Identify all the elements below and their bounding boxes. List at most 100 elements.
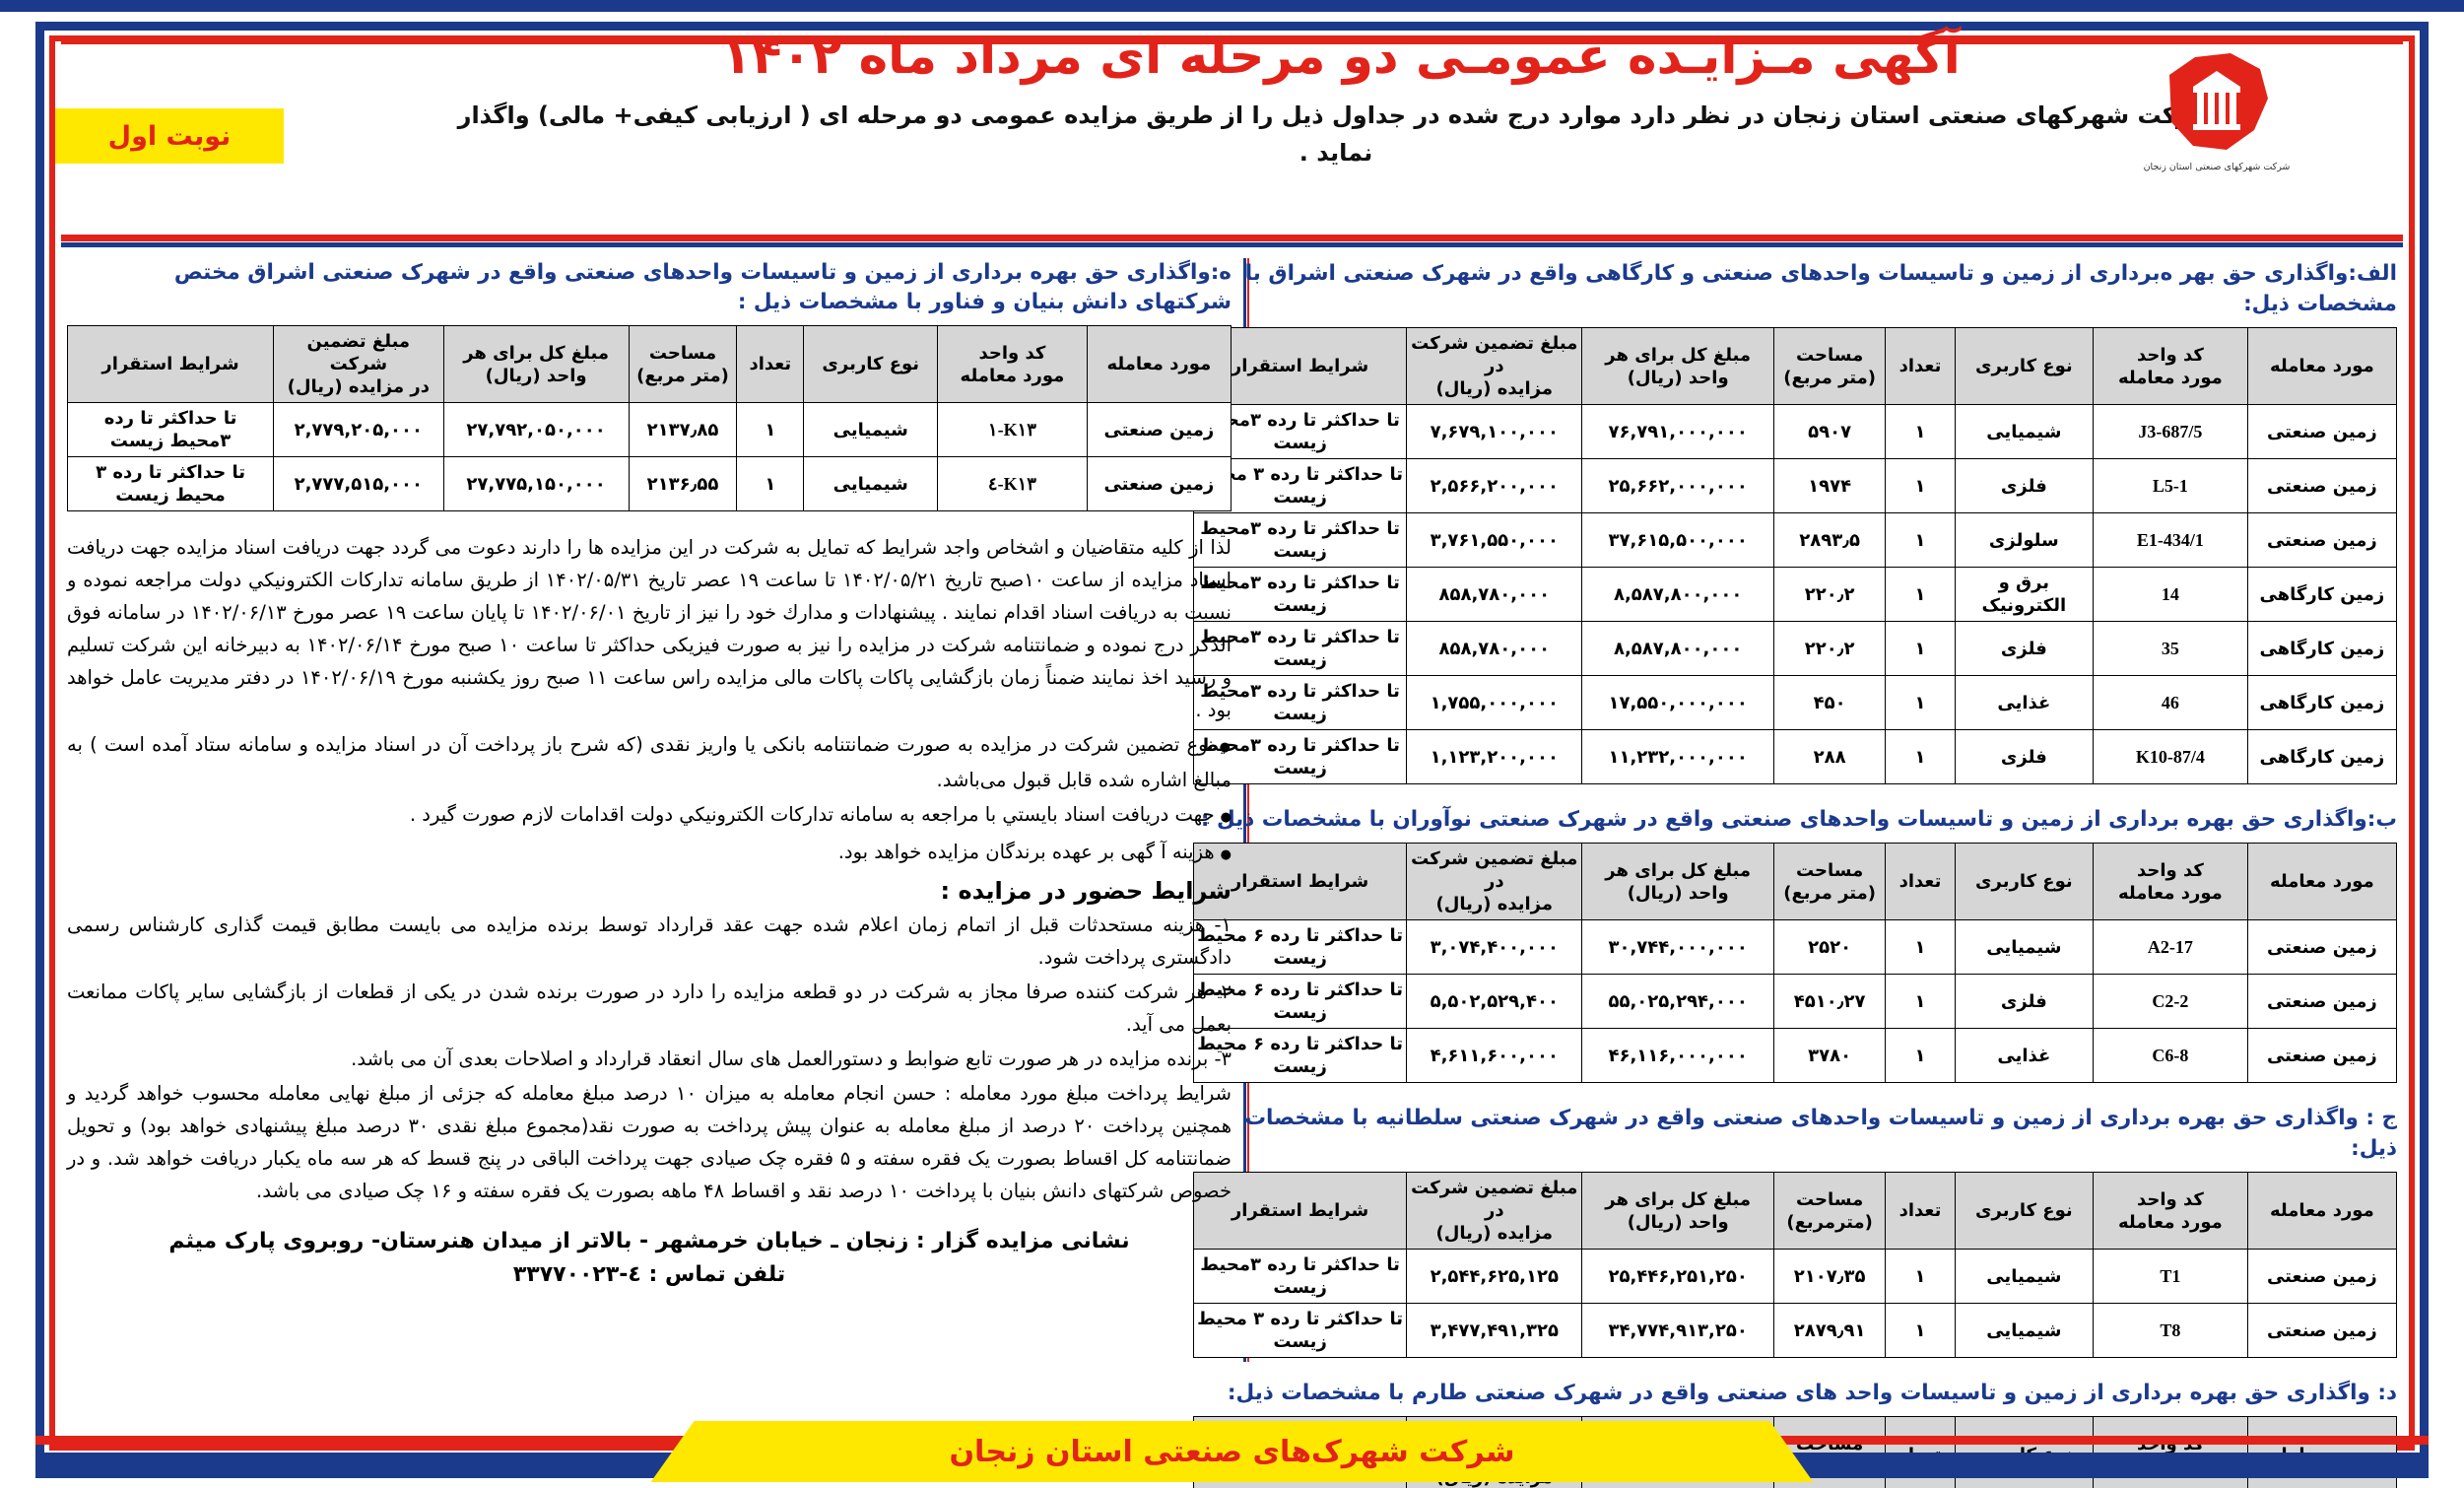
col-mablagh-kol-line2: واحد (ریال) — [1627, 1211, 1729, 1233]
table-row: زمین صنعتی C6-8 غذایی ۱ ۳۷۸۰ ۴۶,۱۱۶,۰۰۰,۰۰۰ ۴,… — [1192, 1028, 2398, 1083]
round-badge-label: نوبت اول — [107, 120, 232, 152]
cell-noe-karbari: شیمیایی — [803, 456, 939, 511]
cell-mablagh-kol: ۸,۵۸۷,۸۰۰,۰۰۰ — [1581, 621, 1774, 676]
col-masahat-line2: (مترمربع) — [1786, 1211, 1873, 1233]
cell-noe-karbari: برق و الکترونیک — [1954, 567, 2095, 622]
section-he-heading-line2: شرکتهای دانش بنیان و فناور با مشخصات ذیل… — [737, 290, 1232, 314]
section-dal-heading: د: واگذاری حق بهره برداری از زمین و تاسی… — [1227, 1381, 2397, 1405]
table-row: زمین صنعتی L5-1 فلزی ۱ ۱۹۷۴ ۲۵,۶۶۲,۰۰۰,۰۰۰ ۲,۵… — [1192, 458, 2398, 513]
cell-mablagh-tazmin: ۵,۵۰۲,۵۲۹,۴۰۰ — [1406, 974, 1583, 1029]
cell-noe-karbari: فلزی — [1954, 621, 2095, 676]
table-row: زمین صنعتی ٤-K۱۳ شیمیایی ۱ ۲۱۳۶٫۵۵ ۲۷,۷۷۵,۱۵۰… — [66, 456, 1232, 511]
header-bottom-rule-red — [61, 235, 2403, 241]
col-masahat: مساحت (مترمربع) — [1772, 1172, 1887, 1250]
cell-noe-karbari: فلزی — [1954, 974, 2095, 1029]
cell-mored-moamele: زمین کارگاهی — [2246, 567, 2398, 622]
cell-sharayet-esteqrar: تا حداکثر تا رده ۶ محیط زیست — [1192, 974, 1408, 1029]
col-tazmin-line1: مبلغ تضمین شرکت — [306, 331, 411, 374]
col-tazmin: مبلغ تضمین شرکت در مزایده (ریال) — [1406, 1172, 1583, 1250]
cell-tedad: ۱ — [1885, 1303, 1956, 1358]
cell-code-vahed: T1 — [2093, 1249, 2248, 1304]
cell-mablagh-tazmin: ۳,۷۶۱,۵۵۰,۰۰۰ — [1406, 512, 1583, 568]
table-row: زمین صنعتی T8 شیمیایی ۱ ۲۸۷۹٫۹۱ ۳۴,۷۷۴,۹۱۳,۲۵… — [1192, 1303, 2398, 1358]
cell-masahat: ۲۸۷۹٫۹۱ — [1772, 1303, 1887, 1358]
page-title: آگهی مـزایـده عمومـی دو مرحله ای مرداد م… — [721, 28, 1961, 85]
cell-mablagh-tazmin: ۳,۴۷۷,۴۹۱,۳۲۵ — [1406, 1303, 1583, 1358]
notice-bullet-document-portal: جهت دریافت اسناد بایستي با مراجعه به سام… — [67, 798, 1232, 834]
cell-mablagh-tazmin: ۳,۰۷۴,۴۰۰,۰۰۰ — [1406, 919, 1583, 975]
cell-tedad: ۱ — [1885, 458, 1956, 513]
col-masahat-line1: مساحت — [1796, 344, 1864, 366]
cell-mored-moamele: زمین صنعتی — [2246, 512, 2398, 568]
col-code-vahed-line2: مورد معامله — [2118, 882, 2223, 904]
cell-tedad: ۱ — [1885, 974, 1956, 1029]
col-tazmin-line1: مبلغ تضمین شرکت در — [1411, 333, 1578, 376]
cell-mored-moamele: زمین صنعتی — [2246, 404, 2398, 459]
table-header-row: مورد معامله کد واحد مورد معامله نوع کارب… — [1192, 843, 2398, 920]
auctioneer-address-line: نشانی مزایده گزار : زنجان ـ خیابان خرمشه… — [168, 1229, 1130, 1253]
notice-bullet-document-portal-text: جهت دریافت اسناد بایستي با مراجعه به سام… — [409, 803, 1215, 826]
cell-mablagh-kol: ۱۷,۵۵۰,۰۰۰,۰۰۰ — [1581, 675, 1774, 730]
cell-mored-moamele: زمین کارگاهی — [2246, 621, 2398, 676]
col-code-vahed: کد واحد مورد معامله — [2093, 1172, 2248, 1250]
company-logo-caption: شرکت شهرکهای صنعتی استان زنجان — [2143, 162, 2291, 172]
col-mablagh-kol-line1: مبلغ کل برای هر — [1605, 1188, 1752, 1210]
col-masahat-line2: (متر مربع) — [636, 365, 729, 386]
cell-noe-karbari: فلزی — [1954, 458, 2095, 513]
cell-mablagh-kol: ۲۵,۶۶۲,۰۰۰,۰۰۰ — [1581, 458, 1774, 513]
section-be-heading: ب:واگذاری حق بهره برداری از زمین و تاسیس… — [1200, 807, 2397, 832]
cell-mablagh-tazmin: ۲,۵۶۶,۲۰۰,۰۰۰ — [1406, 458, 1583, 513]
col-code-vahed-line1: کد واحد — [2136, 344, 2204, 366]
table-row: زمین صنعتی T1 شیمیایی ۱ ۲۱۰۷٫۳۵ ۲۵,۴۴۶,۲۵۱,۲۵… — [1192, 1249, 2398, 1304]
col-tazmin-line1: مبلغ تضمین شرکت در — [1411, 1178, 1578, 1221]
cell-sharayet-esteqrar: تا حداکثر تا رده ۳محیط زیست — [1192, 1249, 1408, 1304]
page-footer: شرکت شهرک‌های صنعتی استان زنجان — [35, 1382, 2429, 1488]
cell-mored-moamele: زمین صنعتی — [1086, 456, 1232, 511]
col-noe-karbari: نوع کاربری — [1954, 1172, 2095, 1250]
cell-masahat: ۲۲۰٫۲ — [1772, 621, 1887, 676]
cell-masahat: ۴۵۱۰٫۲۷ — [1772, 974, 1887, 1029]
col-mablagh-kol-line2: واحد (ریال) — [485, 365, 587, 386]
col-tedad: تعداد — [1885, 327, 1956, 405]
cell-code-vahed: E1-434/1 — [2093, 512, 2248, 568]
cell-mablagh-tazmin: ۲,۷۷۹,۲۰۵,۰۰۰ — [273, 402, 444, 457]
cell-mablagh-kol: ۷۶,۷۹۱,۰۰۰,۰۰۰ — [1581, 404, 1774, 459]
participation-conditions-heading: شرایط حضور در مزایده : — [940, 877, 1232, 905]
table-row: زمین صنعتی J3-687/5 شیمیایی ۱ ۵۹۰۷ ۷۶,۷۹۱,۰۰۰… — [1192, 404, 2398, 459]
col-masahat-line1: مساحت — [1796, 1188, 1864, 1210]
cell-code-vahed: ٤-K۱۳ — [937, 456, 1088, 511]
cell-mablagh-kol: ۴۶,۱۱۶,۰۰۰,۰۰۰ — [1581, 1028, 1774, 1083]
column-divider-red — [1247, 258, 1249, 1362]
zanjan-province-map-icon — [2169, 53, 2268, 150]
cell-tedad: ۱ — [1885, 567, 1956, 622]
footer-banner-label: شرکت شهرک‌های صنعتی استان زنجان — [949, 1434, 1515, 1469]
col-mablagh-kol-line2: واحد (ریال) — [1627, 367, 1729, 388]
cell-code-vahed: 35 — [2093, 621, 2248, 676]
cell-code-vahed: L5-1 — [2093, 458, 2248, 513]
cell-noe-karbari: شیمیایی — [1954, 404, 2095, 459]
cell-noe-karbari: غذایی — [1954, 1028, 2095, 1083]
col-masahat: مساحت (متر مربع) — [1772, 843, 1887, 920]
cell-mablagh-tazmin: ۷,۶۷۹,۱۰۰,۰۰۰ — [1406, 404, 1583, 459]
cell-masahat: ۵۹۰۷ — [1772, 404, 1887, 459]
col-tazmin: مبلغ تضمین شرکت در مزایده (ریال) — [1406, 327, 1583, 405]
cell-mablagh-kol: ۳۴,۷۷۴,۹۱۳,۲۵۰ — [1581, 1303, 1774, 1358]
auctioneer-address: نشانی مزایده گزار : زنجان ـ خیابان خرمشه… — [67, 1225, 1232, 1292]
col-tazmin: مبلغ تضمین شرکت در مزایده (ریال) — [1406, 843, 1583, 920]
header-top-rule — [61, 37, 2403, 44]
col-mored-moamele: مورد معامله — [2246, 843, 2398, 920]
col-sharayet-esteqrar: شرایط استقرار — [66, 325, 275, 403]
col-tedad: تعداد — [1885, 1172, 1956, 1250]
table-row: زمین صنعتی ۱-K۱۳ شیمیایی ۱ ۲۱۳۷٫۸۵ ۲۷,۷۹۲,۰۵۰… — [66, 402, 1232, 457]
col-tazmin-line2: مزایده (ریال) — [1435, 894, 1554, 914]
col-mablagh-kol: مبلغ کل برای هر واحد (ریال) — [1581, 327, 1774, 405]
cell-mored-moamele: زمین صنعتی — [2246, 919, 2398, 975]
col-tazmin: مبلغ تضمین شرکت در مزایده (ریال) — [273, 325, 444, 403]
left-column: ه:واگذاری حق بهره برداری از زمین و تاسیس… — [66, 258, 1232, 1382]
condition-item-3: ۳- برنده مزایده در هر صورت تابع ضوابط و … — [351, 1048, 1232, 1070]
cell-masahat: ۴۵۰ — [1772, 675, 1887, 730]
cell-mablagh-tazmin: ۱,۱۲۳,۲۰۰,۰۰۰ — [1406, 729, 1583, 784]
notice-bullet-guarantee-type-text: نوع تضمین شرکت در مزایده به صورت ضمانتنا… — [67, 733, 1232, 791]
cell-sharayet-esteqrar: تا حداکثر تا رده ۳ محیط زیست — [66, 456, 275, 511]
col-noe-karbari: نوع کاربری — [803, 325, 939, 403]
